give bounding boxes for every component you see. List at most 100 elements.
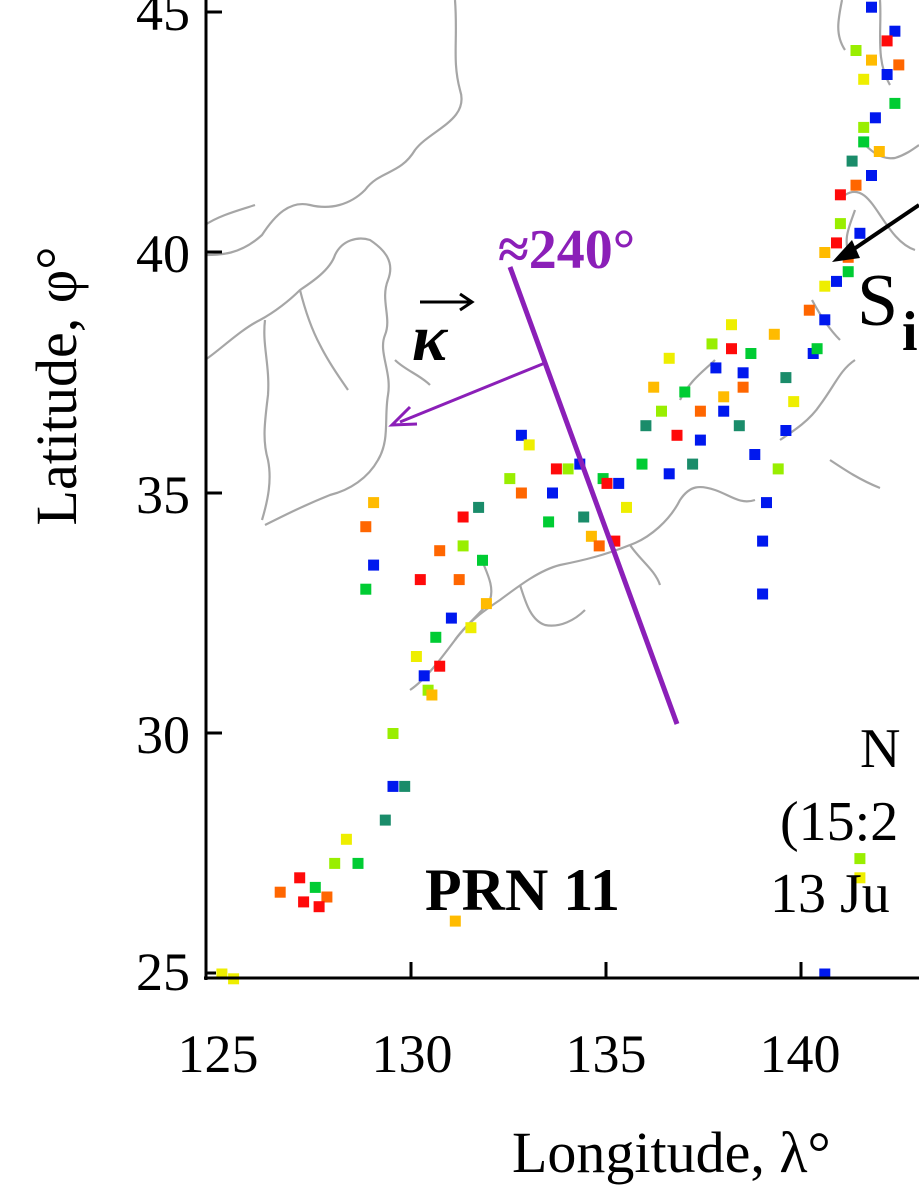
wave-vector-arrow [399,361,546,424]
y-tick-label-25: 25 [136,942,190,1002]
data-point-square [453,574,465,586]
partial-label-n: N [860,718,900,780]
data-point-square [819,247,831,258]
data-point-square [854,227,866,239]
data-point-square [418,670,430,682]
data-point-square [869,112,881,124]
data-point-square [457,511,469,523]
angle-label: ≈240° [498,219,635,281]
data-point-square [749,449,761,460]
data-point-square [726,319,737,331]
partial-time-label: (15:2 [780,791,898,853]
data-point-square [726,343,737,355]
data-point-square [718,405,730,417]
prn-label: PRN 11 [425,857,620,923]
data-point-square [671,429,683,441]
data-point-square [515,487,527,499]
data-point-square [585,530,597,542]
data-point-square [831,275,842,287]
data-point-square [889,97,901,109]
data-point-square [850,179,862,191]
data-point-square [834,218,846,230]
data-point-square [309,881,321,893]
data-point-square [360,583,372,595]
data-point-square [379,814,391,826]
data-point-square [687,458,699,470]
station-label-subscript: i [902,301,918,363]
data-point-square [768,328,780,340]
data-point-square [445,612,457,624]
data-point-square [663,352,675,364]
data-point-square [298,896,310,908]
data-point-square [601,477,613,489]
data-point-square [772,463,784,475]
data-point-square [718,391,730,403]
data-point-square [593,540,605,552]
data-point-square [368,497,380,509]
data-point-square [547,487,558,499]
y-tick-label-40: 40 [136,224,190,284]
data-point-square [811,343,823,355]
data-point-square [858,136,870,148]
data-point-square [387,728,399,739]
data-point-square [313,901,325,913]
x-tick-label-140: 140 [760,1024,841,1084]
data-point-square [449,915,461,927]
data-point-square [477,554,488,566]
data-point-square [780,372,792,384]
data-point-square [550,463,562,475]
data-point-square [873,146,885,157]
x-axis-title: Longitude, λ° [512,1120,831,1185]
data-point-square [694,405,706,417]
data-point-square [216,968,228,980]
data-point-square [819,968,831,980]
data-point-square [613,477,625,489]
data-point-square [329,857,341,869]
data-point-square [648,381,660,393]
data-point-square [430,631,442,643]
data-point-square [399,780,411,792]
data-point-square [663,468,675,480]
data-point-square [831,237,842,249]
data-point-square [473,501,485,513]
data-point-square [656,405,667,417]
data-point-square [578,511,590,523]
data-point-square [737,367,749,379]
wave-vector-arrowhead [388,405,418,427]
wave-vector-overarrow-head [459,292,475,312]
data-point-square [893,59,905,71]
data-point-square [842,266,854,278]
data-point-square [780,425,792,436]
data-point-square [465,622,477,634]
x-tick-label-130: 130 [372,1024,453,1084]
data-point-square [543,516,555,528]
data-point-square [710,362,722,374]
data-points [216,1,905,985]
data-point-square [788,396,800,408]
data-point-square [757,588,769,600]
x-tick-label-135: 135 [566,1024,647,1084]
data-point-square [854,853,866,865]
data-point-square [866,1,877,13]
data-point-square [679,386,691,398]
data-point-square [819,314,831,326]
station-label-s: S [857,260,898,342]
data-point-square [434,545,446,557]
data-point-square [761,497,772,509]
data-point-square [414,574,426,586]
axes [204,0,919,980]
station-arrow [832,203,919,262]
data-point-square [854,872,866,884]
data-point-square [426,689,438,701]
data-point-square [294,872,306,884]
data-point-square [274,886,286,898]
data-point-square [757,535,769,547]
data-point-square [889,25,901,37]
wave-vector-symbol: κ [412,302,449,375]
y-axis-title: Latitude, φ° [24,247,89,526]
partial-date-label: 13 Ju [770,863,890,925]
data-point-square [846,155,858,167]
data-point-square [866,54,877,66]
data-point-square [881,69,893,80]
